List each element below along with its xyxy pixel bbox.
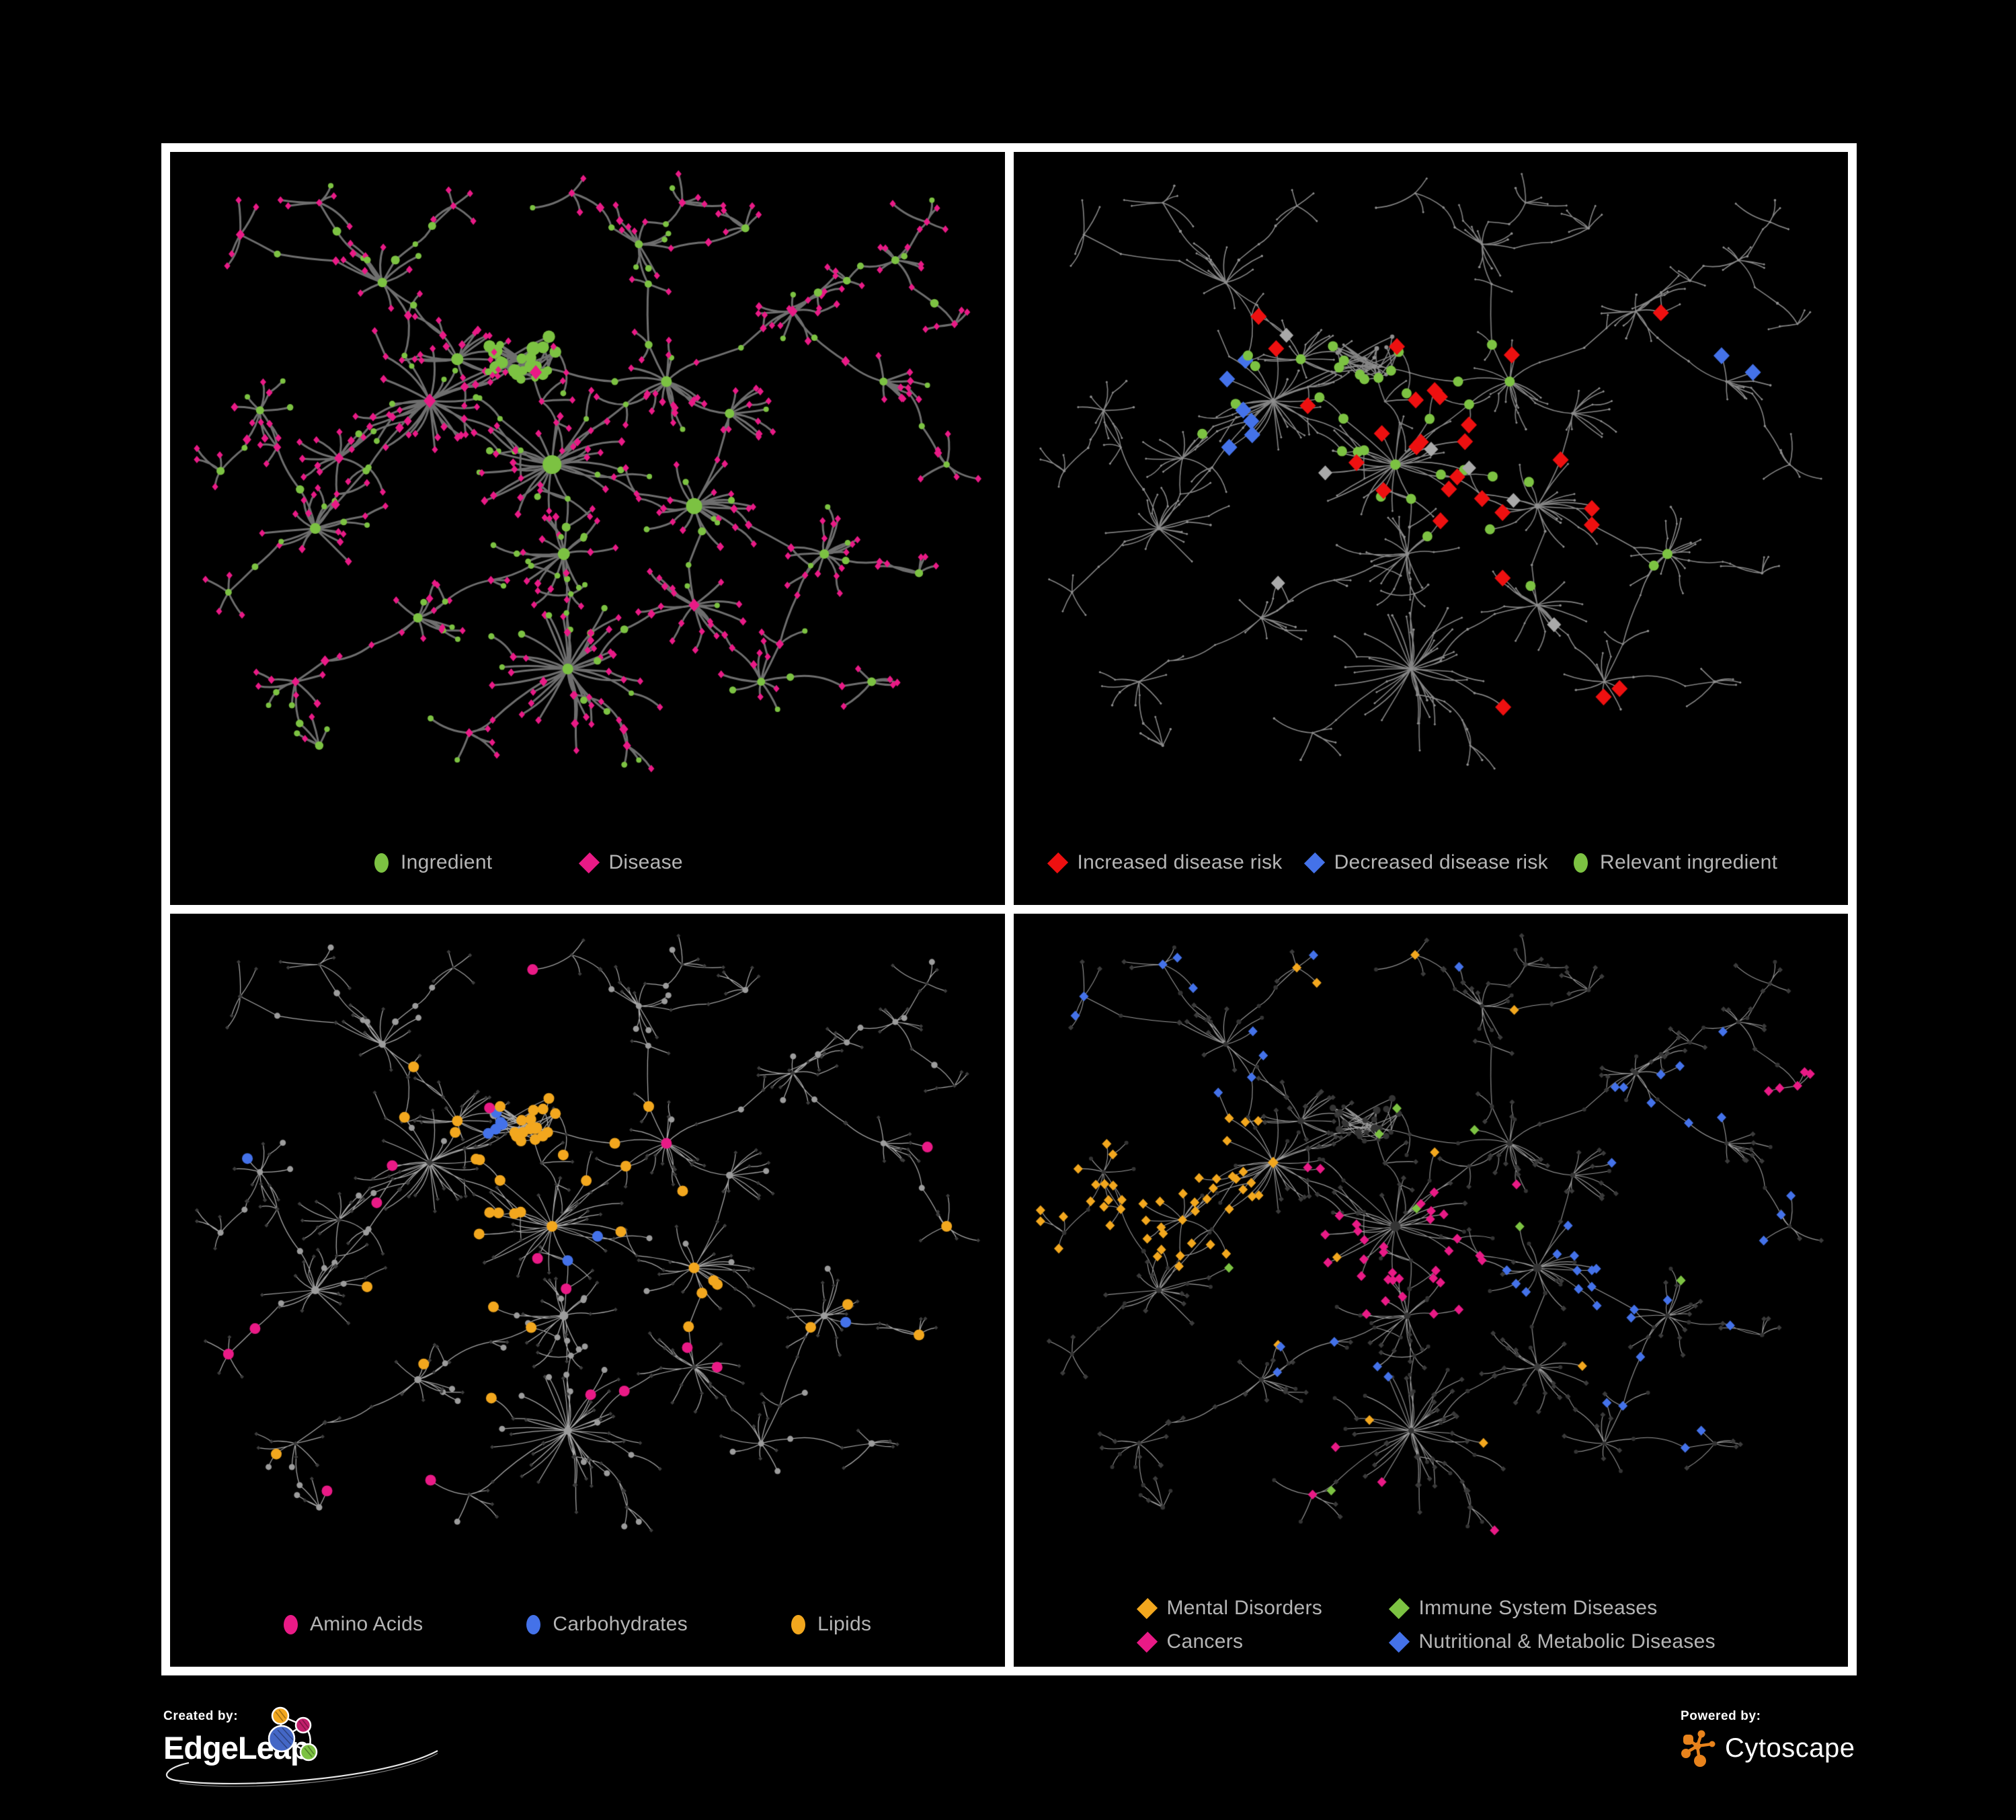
legend-item: Nutritional & Metabolic Diseases	[1388, 1630, 1716, 1653]
legend-disease-risk: Increased disease risk Decreased disease…	[1014, 851, 1849, 874]
legend-item: Lipids	[789, 1613, 871, 1636]
edgeleap-swoosh	[165, 1750, 438, 1787]
powered-by-block: Powered by: Cytoscape	[1681, 1709, 1896, 1790]
cytoscape-logo-icon	[1681, 1730, 1716, 1767]
network-canvas-ingredient-disease	[170, 152, 1005, 905]
panel-disease-risk: Increased disease risk Decreased disease…	[1013, 152, 1849, 905]
network-canvas-disease-risk	[1013, 152, 1848, 905]
legend-item: Cancers	[1136, 1630, 1390, 1653]
legend-label: Carbohydrates	[553, 1613, 688, 1635]
ingredient-circle-icon	[372, 851, 391, 874]
legend-label: Relevant ingredient	[1600, 851, 1778, 873]
legend-ingredient-disease: Ingredient Disease	[170, 851, 1005, 874]
panel-ingredient-disease: Ingredient Disease	[170, 152, 1005, 905]
legend-item: Carbohydrates	[524, 1613, 688, 1636]
legend-label: Increased disease risk	[1077, 851, 1283, 873]
powered-by-label: Powered by:	[1681, 1709, 1761, 1723]
legend-label: Ingredient	[401, 851, 493, 873]
relevant-ingredient-circle-icon	[1571, 851, 1590, 874]
legend-label: Nutritional & Metabolic Diseases	[1418, 1630, 1716, 1653]
panel-frame: Ingredient Disease Increased disease ris…	[161, 143, 1857, 1675]
legend-label: Cancers	[1166, 1630, 1244, 1653]
mental-disorders-diamond-icon	[1136, 1597, 1158, 1620]
network-canvas-ingredient-classes	[170, 914, 1005, 1667]
legend-item: Ingredient	[372, 851, 492, 874]
amino-acids-circle-icon	[281, 1613, 300, 1636]
legend-label: Amino Acids	[310, 1613, 424, 1635]
legend-ingredient-classes: Amino Acids Carbohydrates Lipids	[170, 1613, 1005, 1636]
legend-label: Immune System Diseases	[1418, 1597, 1658, 1619]
legend-label: Decreased disease risk	[1334, 851, 1548, 873]
carbohydrates-circle-icon	[524, 1613, 542, 1636]
legend-item: Increased disease risk	[1047, 851, 1283, 874]
legend-label: Lipids	[817, 1613, 872, 1635]
legend-item: Disease	[578, 851, 683, 874]
increased-risk-diamond-icon	[1047, 851, 1069, 874]
decreased-risk-diamond-icon	[1303, 851, 1326, 874]
legend-disease-categories: Mental Disorders Immune System Diseases …	[1136, 1597, 1716, 1653]
created-by-label: Created by:	[163, 1709, 239, 1723]
legend-item: Relevant ingredient	[1571, 851, 1777, 874]
legend-item: Mental Disorders	[1136, 1597, 1390, 1620]
legend-label: Mental Disorders	[1166, 1597, 1323, 1619]
cytoscape-wordmark: Cytoscape	[1725, 1733, 1855, 1763]
legend-label: Disease	[608, 851, 683, 873]
lipids-circle-icon	[789, 1613, 807, 1636]
created-by-block: Created by: EdgeLeap	[163, 1706, 513, 1810]
legend-item: Amino Acids	[281, 1613, 423, 1636]
network-canvas-disease-categories	[1013, 914, 1848, 1667]
immune-system-diseases-diamond-icon	[1388, 1597, 1410, 1620]
legend-item: Immune System Diseases	[1388, 1597, 1716, 1620]
legend-item: Decreased disease risk	[1303, 851, 1548, 874]
disease-diamond-icon	[578, 851, 600, 874]
panel-disease-categories: Mental Disorders Immune System Diseases …	[1013, 914, 1848, 1667]
cancers-diamond-icon	[1136, 1630, 1158, 1653]
nutritional-metabolic-diamond-icon	[1388, 1630, 1410, 1653]
edgeleap-logo-icon	[268, 1706, 318, 1762]
panel-ingredient-classes: Amino Acids Carbohydrates Lipids	[170, 914, 1005, 1667]
